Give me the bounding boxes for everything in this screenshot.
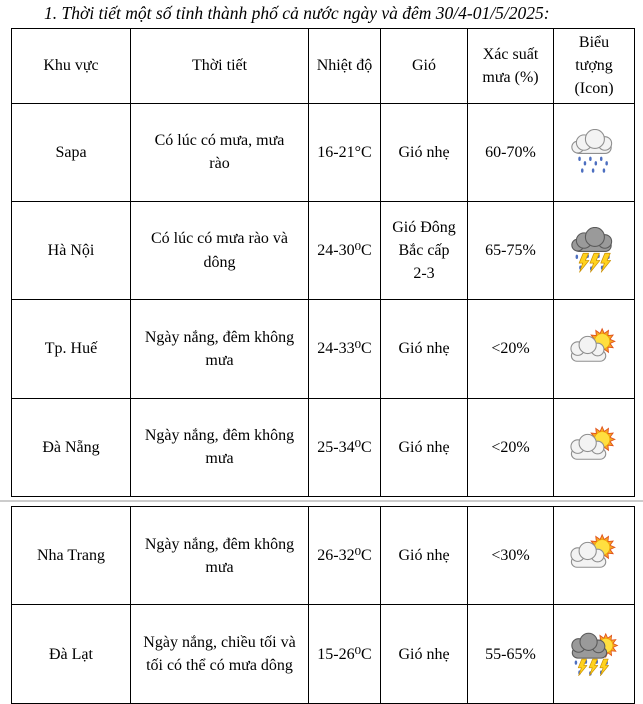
cell-icon	[553, 506, 635, 606]
section-divider	[0, 500, 643, 503]
storm-cloud-icon	[565, 227, 623, 274]
rain-cloud-icon	[565, 129, 623, 176]
cell-weather: Ngày nắng, đêm không mưa	[130, 506, 309, 606]
cell-wind: Gió nhẹ	[380, 397, 468, 498]
cell-icon	[553, 102, 635, 202]
table-row: Nha Trang Ngày nắng, đêm không mưa 26-32…	[11, 506, 635, 606]
cell-weather: Ngày nắng, đêm không mưa	[130, 299, 309, 399]
cell-temperature: 24-30⁰C	[308, 200, 381, 301]
cell-rain-probability: <20%	[467, 299, 554, 399]
table-row: Tp. Huế Ngày nắng, đêm không mưa 24-33⁰C…	[11, 299, 635, 399]
cell-wind: Gió nhẹ	[380, 102, 468, 202]
col-header-weather: Thời tiết	[130, 28, 309, 104]
cell-region: Hà Nội	[11, 200, 131, 301]
sun-cloud-icon	[565, 424, 623, 471]
cell-weather: Có lúc có mưa, mưa rào	[130, 102, 309, 202]
cell-temperature: 25-34⁰C	[308, 397, 381, 498]
doc-title: 1. Thời tiết một số tỉnh thành phố cả nư…	[44, 3, 550, 23]
weather-table-main: Khu vực Thời tiết Nhiệt độ Gió Xác suất …	[11, 28, 635, 498]
col-header-rain-probability: Xác suất mưa (%)	[467, 28, 554, 104]
col-header-region: Khu vực	[11, 28, 131, 104]
cell-region: Tp. Huế	[11, 299, 131, 399]
cell-rain-probability: 65-75%	[467, 200, 554, 301]
cell-rain-probability: 60-70%	[467, 102, 554, 202]
cell-icon	[553, 397, 635, 498]
cell-temperature: 24-33⁰C	[308, 299, 381, 399]
table-row: Hà Nội Có lúc có mưa rào và dông 24-30⁰C…	[11, 200, 635, 301]
cell-temperature: 15-26⁰C	[308, 604, 381, 704]
cell-wind: Gió nhẹ	[380, 604, 468, 704]
cell-temperature: 16-21°C	[308, 102, 381, 202]
cell-temperature: 26-32⁰C	[308, 506, 381, 606]
sun-storm-icon	[565, 631, 623, 678]
cell-rain-probability: 55-65%	[467, 604, 554, 704]
cell-region: Nha Trang	[11, 506, 131, 606]
cell-wind: Gió nhẹ	[380, 299, 468, 399]
table-row: Đà Nẵng Ngày nắng, đêm không mưa 25-34⁰C…	[11, 397, 635, 498]
col-header-wind: Gió	[380, 28, 468, 104]
cell-icon	[553, 299, 635, 399]
cell-region: Sapa	[11, 102, 131, 202]
sun-cloud-icon	[565, 532, 623, 579]
col-header-temperature: Nhiệt độ	[308, 28, 381, 104]
header-row: Khu vực Thời tiết Nhiệt độ Gió Xác suất …	[11, 28, 635, 104]
cell-wind: Gió Đông Bắc cấp 2-3	[380, 200, 468, 301]
cell-rain-probability: <20%	[467, 397, 554, 498]
cell-icon	[553, 200, 635, 301]
cell-icon	[553, 604, 635, 704]
cell-weather: Có lúc có mưa rào và dông	[130, 200, 309, 301]
cell-weather: Ngày nắng, đêm không mưa	[130, 397, 309, 498]
cell-region: Đà Nẵng	[11, 397, 131, 498]
cell-rain-probability: <30%	[467, 506, 554, 606]
col-header-icon: Biểu tượng (Icon)	[553, 28, 635, 104]
weather-table-secondary: Nha Trang Ngày nắng, đêm không mưa 26-32…	[11, 506, 635, 704]
sun-cloud-icon	[565, 326, 623, 373]
table-row: Đà Lạt Ngày nắng, chiều tối và tối có th…	[11, 604, 635, 704]
cell-wind: Gió nhẹ	[380, 506, 468, 606]
cell-weather: Ngày nắng, chiều tối và tối có thể có mư…	[130, 604, 309, 704]
cell-region: Đà Lạt	[11, 604, 131, 704]
table-row: Sapa Có lúc có mưa, mưa rào 16-21°C Gió …	[11, 102, 635, 202]
